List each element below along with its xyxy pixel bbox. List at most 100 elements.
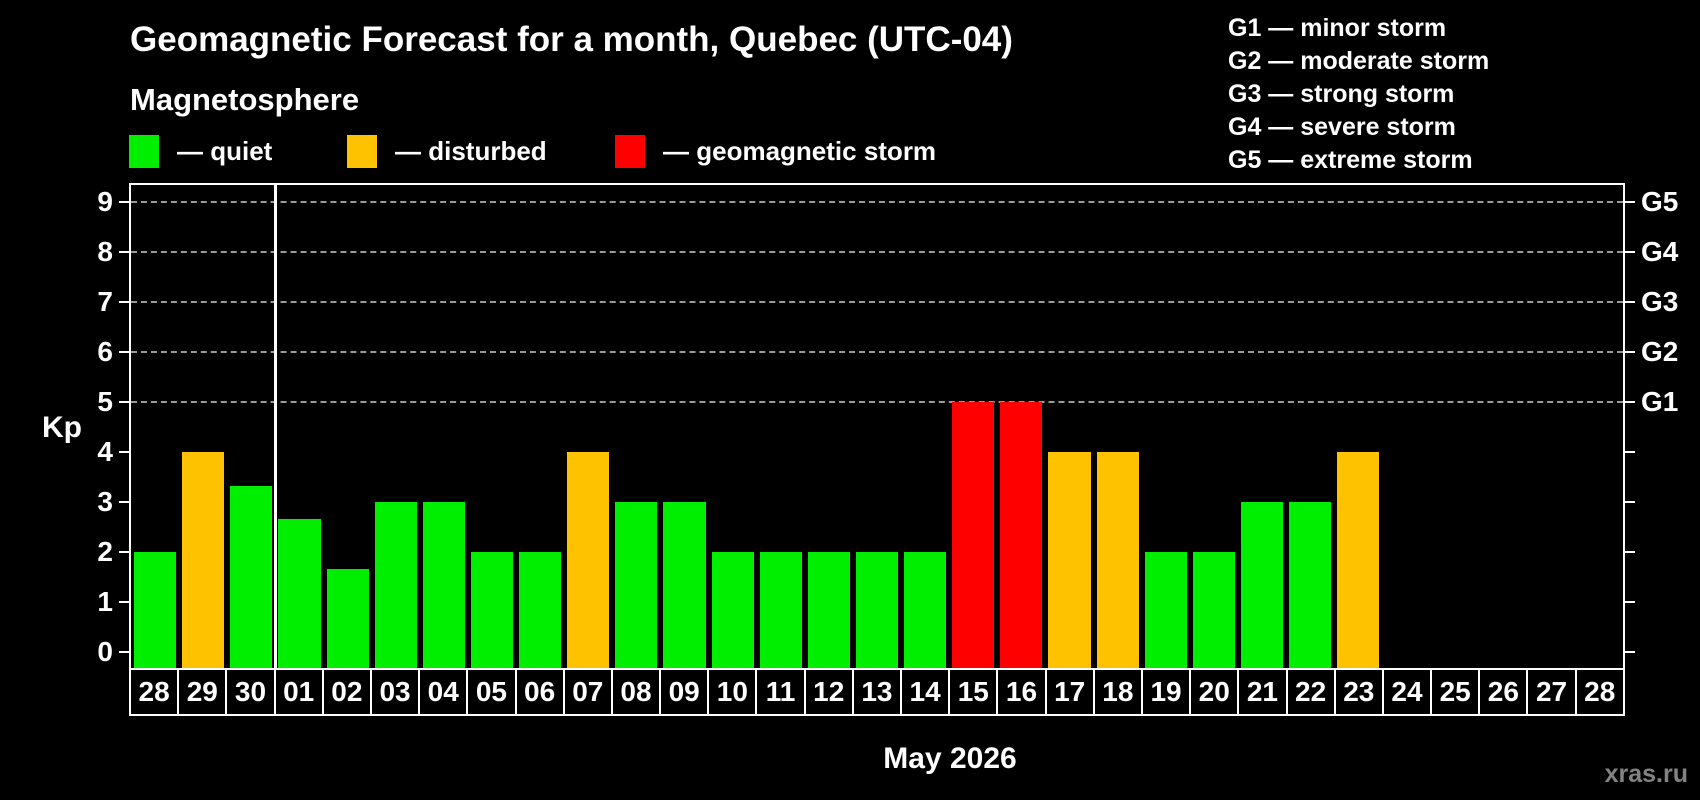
y-tick-label-9: 9 <box>97 186 113 217</box>
day-label-cell-17: 17 <box>1044 668 1095 716</box>
y-tick-label-7: 7 <box>97 286 113 317</box>
left-axis-tick-6 <box>119 351 129 353</box>
day-label-cell-29: 29 <box>177 668 228 716</box>
kp-bar-day-03 <box>374 502 417 668</box>
day-label-cell-23: 23 <box>1333 668 1384 716</box>
kp-bar-day-16 <box>1000 402 1043 668</box>
day-label-cell-18: 18 <box>1092 668 1143 716</box>
day-label-cell-24: 24 <box>1381 668 1433 716</box>
left-axis-tick-0 <box>119 651 129 653</box>
day-label-cell-05: 05 <box>466 668 517 716</box>
y-tick-label-8: 8 <box>97 236 113 267</box>
right-axis-tick-7 <box>1625 301 1635 303</box>
right-axis-tick-3 <box>1625 501 1635 503</box>
day-label-cell-15: 15 <box>948 668 999 716</box>
left-axis-tick-1 <box>119 601 129 603</box>
g-scale-label-g1: G1 <box>1641 386 1679 417</box>
legend-item-quiet: — quiet <box>129 134 272 168</box>
y-tick-label-0: 0 <box>97 636 113 667</box>
plot-area <box>129 183 1625 668</box>
kp-bar-day-09 <box>663 502 706 668</box>
right-axis-tick-8 <box>1625 251 1635 253</box>
kp-bar-day-11 <box>759 552 802 668</box>
left-axis-tick-4 <box>119 451 129 453</box>
kp-bar-day-08 <box>615 502 658 668</box>
g4-legend-line: G4 — severe storm <box>1228 113 1456 141</box>
day-label-cell-28: 28 <box>129 668 180 716</box>
month-label: May 2026 <box>883 742 1017 775</box>
day-label-cell-25: 25 <box>1430 668 1481 716</box>
day-label-cell-27: 27 <box>1526 668 1577 716</box>
kp-axis-title: Kp <box>42 411 82 444</box>
kp-bar-day-02 <box>326 568 369 668</box>
legend-item-disturbed: — disturbed <box>347 134 547 168</box>
gridline-kp9 <box>131 201 1623 203</box>
kp-bar-day-06 <box>519 552 562 668</box>
g1-legend-line: G1 — minor storm <box>1228 14 1447 42</box>
day-label-cell-19: 19 <box>1140 668 1192 716</box>
y-tick-label-1: 1 <box>97 586 113 617</box>
day-label-cell-06: 06 <box>514 668 565 716</box>
day-label-cell-01: 01 <box>273 668 324 716</box>
left-axis-tick-8 <box>119 251 129 253</box>
day-label-cell-07: 07 <box>562 668 613 716</box>
storm-label: — geomagnetic storm <box>663 135 937 166</box>
kp-bar-day-01 <box>278 518 321 668</box>
y-tick-label-3: 3 <box>97 486 113 517</box>
day-label-cell-09: 09 <box>659 668 710 716</box>
gridline-kp7 <box>131 301 1623 303</box>
g-scale-label-g2: G2 <box>1641 336 1679 367</box>
day-label-cell-11: 11 <box>755 668 806 716</box>
g3-legend-line: G3 — strong storm <box>1228 80 1455 108</box>
day-label-cell-04: 04 <box>418 668 469 716</box>
right-axis-tick-5 <box>1625 401 1635 403</box>
day-label-cell-10: 10 <box>707 668 758 716</box>
month-separator-line <box>273 185 277 668</box>
kp-bar-day-29 <box>182 452 225 668</box>
y-tick-label-2: 2 <box>97 536 113 567</box>
day-label-cell-13: 13 <box>851 668 902 716</box>
kp-bar-day-05 <box>470 552 514 668</box>
right-axis-tick-1 <box>1625 601 1635 603</box>
day-axis: 28 29 30 01 02 03 04 05 06 07 08 09 10 11 12 13 14 15 16 17… <box>129 668 1625 716</box>
kp-bar-day-20 <box>1192 552 1235 668</box>
right-axis-tick-4 <box>1625 451 1635 453</box>
magnetosphere-label: Magnetosphere <box>130 82 360 117</box>
right-axis-tick-0 <box>1625 651 1635 653</box>
right-axis-tick-6 <box>1625 351 1635 353</box>
disturbed-color-swatch <box>347 134 377 168</box>
g-scale-label-g5: G5 <box>1641 186 1679 217</box>
chart-title: Geomagnetic Forecast for a month, Quebec… <box>130 20 1013 59</box>
right-axis-tick-2 <box>1625 551 1635 553</box>
watermark: xras.ru <box>1604 760 1688 788</box>
y-tick-label-6: 6 <box>97 336 113 367</box>
day-label-cell-30: 30 <box>225 668 276 716</box>
day-label-cell-14: 14 <box>900 668 951 716</box>
kp-bar-day-18 <box>1096 452 1139 668</box>
gridline-kp5 <box>131 401 1623 403</box>
day-label-cell-21: 21 <box>1237 668 1288 716</box>
g2-legend-line: G2 — moderate storm <box>1228 47 1490 75</box>
quiet-label: — quiet <box>177 135 273 166</box>
y-tick-label-5: 5 <box>97 386 113 417</box>
kp-bar-day-22 <box>1289 502 1332 668</box>
day-label-cell-22: 22 <box>1285 668 1336 716</box>
quiet-color-swatch <box>129 134 159 168</box>
kp-bar-day-15 <box>952 402 995 668</box>
disturbed-label: — disturbed <box>395 135 547 166</box>
g-scale-label-g4: G4 <box>1641 236 1679 267</box>
kp-bar-day-19 <box>1144 552 1187 668</box>
left-axis-tick-7 <box>119 301 129 303</box>
day-label-cell-26: 26 <box>1478 668 1529 716</box>
storm-scale-legend: G1 — minor storm G2 — moderate storm G3 … <box>1228 12 1489 177</box>
day-label-cell-20: 20 <box>1189 668 1240 716</box>
left-axis-tick-5 <box>119 401 129 403</box>
day-label-cell-02: 02 <box>321 668 372 716</box>
kp-bar-day-12 <box>807 552 850 668</box>
day-label-cell-03: 03 <box>369 668 421 716</box>
kp-bar-day-13 <box>855 552 899 668</box>
kp-bar-day-21 <box>1240 502 1284 668</box>
legend-item-storm: — geomagnetic storm <box>615 134 936 168</box>
kp-bar-day-04 <box>422 502 465 668</box>
